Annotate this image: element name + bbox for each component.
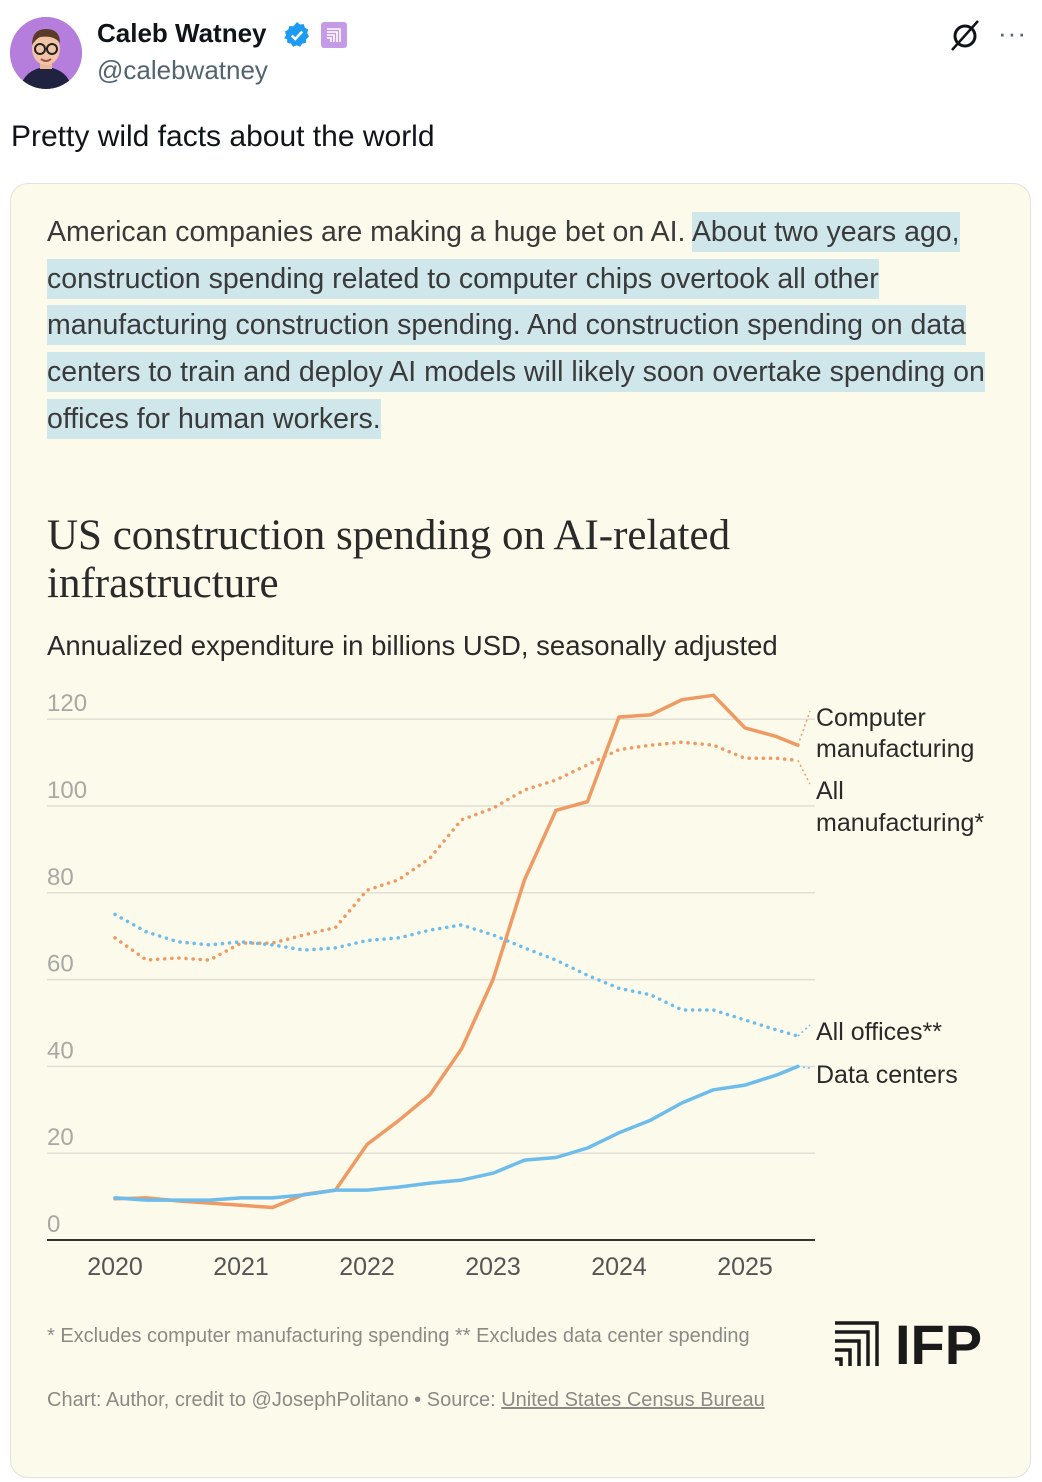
chart-title: US construction spending on AI-related i… [47, 512, 731, 607]
series-label: Computer [816, 704, 926, 732]
series-label: Data centers [816, 1061, 958, 1089]
y-tick-label: 120 [47, 690, 87, 717]
series-label: manufacturing [816, 735, 974, 763]
grok-icon[interactable] [948, 18, 982, 52]
article-paragraph: American companies are making a huge bet… [47, 209, 997, 443]
x-tick-label: 2023 [465, 1253, 521, 1281]
label-connector [797, 760, 811, 785]
author-name[interactable]: Caleb Watney [97, 18, 267, 48]
ifp-logo: IFP [835, 1318, 982, 1368]
series-line-computer-manufacturing [113, 693, 800, 1210]
ifp-logo-mark-icon [835, 1321, 879, 1366]
x-tick-label: 2021 [213, 1253, 269, 1281]
series-line-all-offices [113, 912, 800, 1038]
avatar[interactable] [10, 17, 82, 89]
y-tick-label: 0 [47, 1211, 60, 1238]
paragraph-plain: American companies are making a huge bet… [47, 216, 692, 248]
label-connector [797, 1065, 811, 1069]
verified-badge-icon[interactable] [283, 21, 311, 49]
y-tick-label: 40 [47, 1037, 74, 1064]
chart-footnote: * Excludes computer manufacturing spendi… [47, 1325, 750, 1347]
x-tick-label: 2020 [87, 1253, 143, 1281]
chart-source: Chart: Author, credit to @JosephPolitano… [47, 1386, 767, 1414]
y-tick-label: 100 [47, 777, 87, 804]
series-line-data-centers [113, 1064, 800, 1202]
tweet-text: Pretty wild facts about the world [11, 120, 435, 153]
label-connector [797, 710, 811, 746]
series-label: manufacturing* [816, 809, 984, 837]
avatar-portrait-icon [10, 17, 82, 89]
series-label: All offices** [816, 1018, 942, 1046]
series-line-all-manufacturing [113, 740, 800, 962]
affiliation-badge-icon[interactable] [321, 22, 347, 48]
more-options-button[interactable]: ··· [998, 18, 1027, 48]
label-connector [797, 1024, 811, 1037]
source-link[interactable]: United States Census Bureau [501, 1389, 765, 1411]
y-tick-label: 80 [47, 864, 74, 891]
source-prefix: Chart: Author, credit to @JosephPolitano… [47, 1389, 502, 1411]
chart-subtitle: Annualized expenditure in billions USD, … [47, 630, 778, 661]
author-handle[interactable]: @calebwatney [97, 55, 268, 85]
y-tick-label: 60 [47, 951, 74, 978]
x-tick-label: 2022 [339, 1253, 395, 1281]
x-tick-label: 2024 [591, 1253, 647, 1281]
ifp-logo-text: IFP [895, 1318, 982, 1368]
series-label: All [816, 777, 844, 805]
x-tick-label: 2025 [717, 1253, 773, 1281]
y-tick-label: 20 [47, 1124, 74, 1151]
